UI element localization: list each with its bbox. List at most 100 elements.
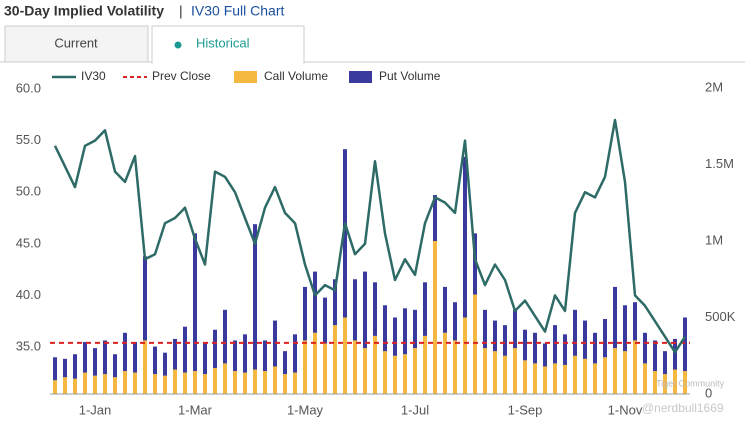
y2-tick-label: 1.5M xyxy=(705,156,734,171)
call-bar xyxy=(363,348,367,394)
call-bar xyxy=(443,332,447,394)
put-bar xyxy=(243,334,247,373)
y-tick-label: 50.0 xyxy=(16,184,41,199)
legend-label: Call Volume xyxy=(264,69,328,83)
put-bar xyxy=(373,282,377,336)
y-tick-label: 45.0 xyxy=(16,235,41,250)
call-bar xyxy=(233,371,237,394)
call-bar xyxy=(403,354,407,394)
legend-label: Put Volume xyxy=(379,69,441,83)
iv30-line xyxy=(53,118,687,354)
y2-tick-label: 0 xyxy=(705,385,712,400)
call-bar xyxy=(213,367,217,394)
put-bar xyxy=(283,351,287,375)
call-bar xyxy=(593,363,597,394)
call-bar xyxy=(343,317,347,394)
put-bar xyxy=(623,305,627,352)
call-bar xyxy=(293,372,297,394)
put-bar xyxy=(593,332,597,364)
y2-tick-label: 1M xyxy=(705,232,723,247)
put-bar xyxy=(573,309,577,356)
call-bar xyxy=(303,340,307,394)
y-tick-label: 40.0 xyxy=(16,287,41,302)
call-bar xyxy=(543,366,547,394)
chart: 35.0 40.0 45.0 50.0 55.0 60.0 0 500K 1M 1.5M 2M 1-J… xyxy=(16,69,736,417)
call-bar xyxy=(433,241,437,394)
call-bar xyxy=(513,348,517,394)
call-bar xyxy=(223,363,227,394)
call-bar xyxy=(533,363,537,394)
put-bar xyxy=(63,358,67,378)
call-bar xyxy=(83,372,87,394)
call-bar xyxy=(633,340,637,394)
put-bar xyxy=(83,341,87,373)
put-bar xyxy=(333,279,337,326)
put-bar xyxy=(223,309,227,364)
call-bar xyxy=(483,348,487,394)
x-tick-label: 1-Mar xyxy=(178,402,213,417)
call-bar xyxy=(383,351,387,394)
tab-label[interactable]: Historical xyxy=(196,35,250,50)
watermark: @nerdbull1669 xyxy=(642,401,724,415)
call-bar xyxy=(673,369,677,394)
put-bar xyxy=(233,340,237,372)
put-bar xyxy=(213,329,217,368)
put-bar xyxy=(103,340,107,375)
call-bar xyxy=(503,355,507,394)
call-bar xyxy=(263,371,267,394)
put-bar xyxy=(613,286,617,349)
tab-label[interactable]: Current xyxy=(54,35,98,50)
put-bar xyxy=(523,329,527,361)
call-bar xyxy=(323,343,327,394)
call-bar xyxy=(353,340,357,394)
call-bar xyxy=(663,374,667,394)
put-bar xyxy=(383,305,387,352)
put-bar xyxy=(193,233,197,372)
y-tick-label: 35.0 xyxy=(16,338,41,353)
put-bar xyxy=(393,317,397,356)
call-bar xyxy=(643,363,647,394)
tab-cover xyxy=(152,61,304,64)
call-bar xyxy=(563,364,567,394)
call-bar xyxy=(283,374,287,394)
call-bar xyxy=(493,351,497,394)
call-bar xyxy=(453,340,457,394)
call-bar xyxy=(463,317,467,394)
call-bar xyxy=(93,375,97,394)
call-bar xyxy=(393,355,397,394)
legend-key xyxy=(234,71,257,83)
call-bar xyxy=(63,377,67,394)
call-bar xyxy=(603,357,607,394)
put-bar xyxy=(143,256,147,341)
full-chart-link[interactable]: IV30 Full Chart xyxy=(191,3,284,19)
put-bar xyxy=(473,233,477,295)
put-bar xyxy=(313,271,317,333)
put-bar xyxy=(173,338,177,370)
put-bar xyxy=(263,340,267,372)
call-bar xyxy=(333,325,337,394)
x-tick-label: 1-Jul xyxy=(401,402,429,417)
call-bar xyxy=(173,369,177,394)
put-bar xyxy=(153,346,157,375)
put-bar xyxy=(463,156,467,318)
put-bar xyxy=(93,348,97,376)
put-bar xyxy=(563,334,567,365)
call-bar xyxy=(523,360,527,394)
put-bar xyxy=(363,271,367,349)
call-bar xyxy=(103,374,107,394)
put-bar xyxy=(73,354,77,379)
call-bar xyxy=(553,363,557,394)
x-tick-label: 1-Nov xyxy=(608,402,643,417)
call-bar xyxy=(243,372,247,394)
watermark: Tiger Community xyxy=(656,378,725,388)
put-bar xyxy=(293,334,297,373)
put-bar xyxy=(653,340,657,372)
call-bar xyxy=(423,335,427,394)
put-bar xyxy=(53,357,57,381)
call-bar xyxy=(183,372,187,394)
put-bar xyxy=(133,341,137,373)
x-tick-label: 1-Sep xyxy=(508,402,543,417)
call-bar xyxy=(153,374,157,394)
tab-current[interactable] xyxy=(4,25,149,63)
call-bar xyxy=(653,371,657,394)
